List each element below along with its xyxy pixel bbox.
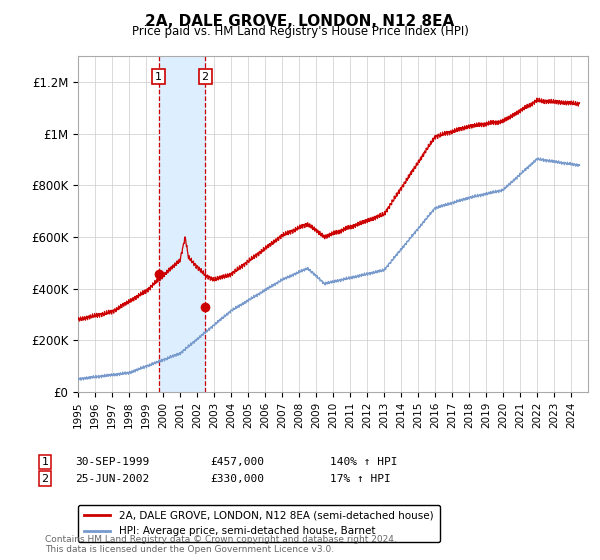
Text: 1: 1 (155, 72, 162, 82)
Text: 17% ↑ HPI: 17% ↑ HPI (330, 474, 391, 484)
Bar (159, 56, 205, 392)
Text: 140% ↑ HPI: 140% ↑ HPI (330, 457, 398, 467)
Text: Contains HM Land Registry data © Crown copyright and database right 2024.
This d: Contains HM Land Registry data © Crown c… (45, 535, 397, 554)
Text: 2: 2 (41, 474, 49, 484)
Text: 1: 1 (41, 457, 49, 467)
Text: 25-JUN-2002: 25-JUN-2002 (75, 474, 149, 484)
Text: Price paid vs. HM Land Registry's House Price Index (HPI): Price paid vs. HM Land Registry's House … (131, 25, 469, 38)
Legend: 2A, DALE GROVE, LONDON, N12 8EA (semi-detached house), HPI: Average price, semi-: 2A, DALE GROVE, LONDON, N12 8EA (semi-de… (78, 505, 440, 543)
Text: £457,000: £457,000 (210, 457, 264, 467)
Text: 2A, DALE GROVE, LONDON, N12 8EA: 2A, DALE GROVE, LONDON, N12 8EA (145, 14, 455, 29)
Text: 30-SEP-1999: 30-SEP-1999 (75, 457, 149, 467)
Text: £330,000: £330,000 (210, 474, 264, 484)
Text: 2: 2 (202, 72, 209, 82)
